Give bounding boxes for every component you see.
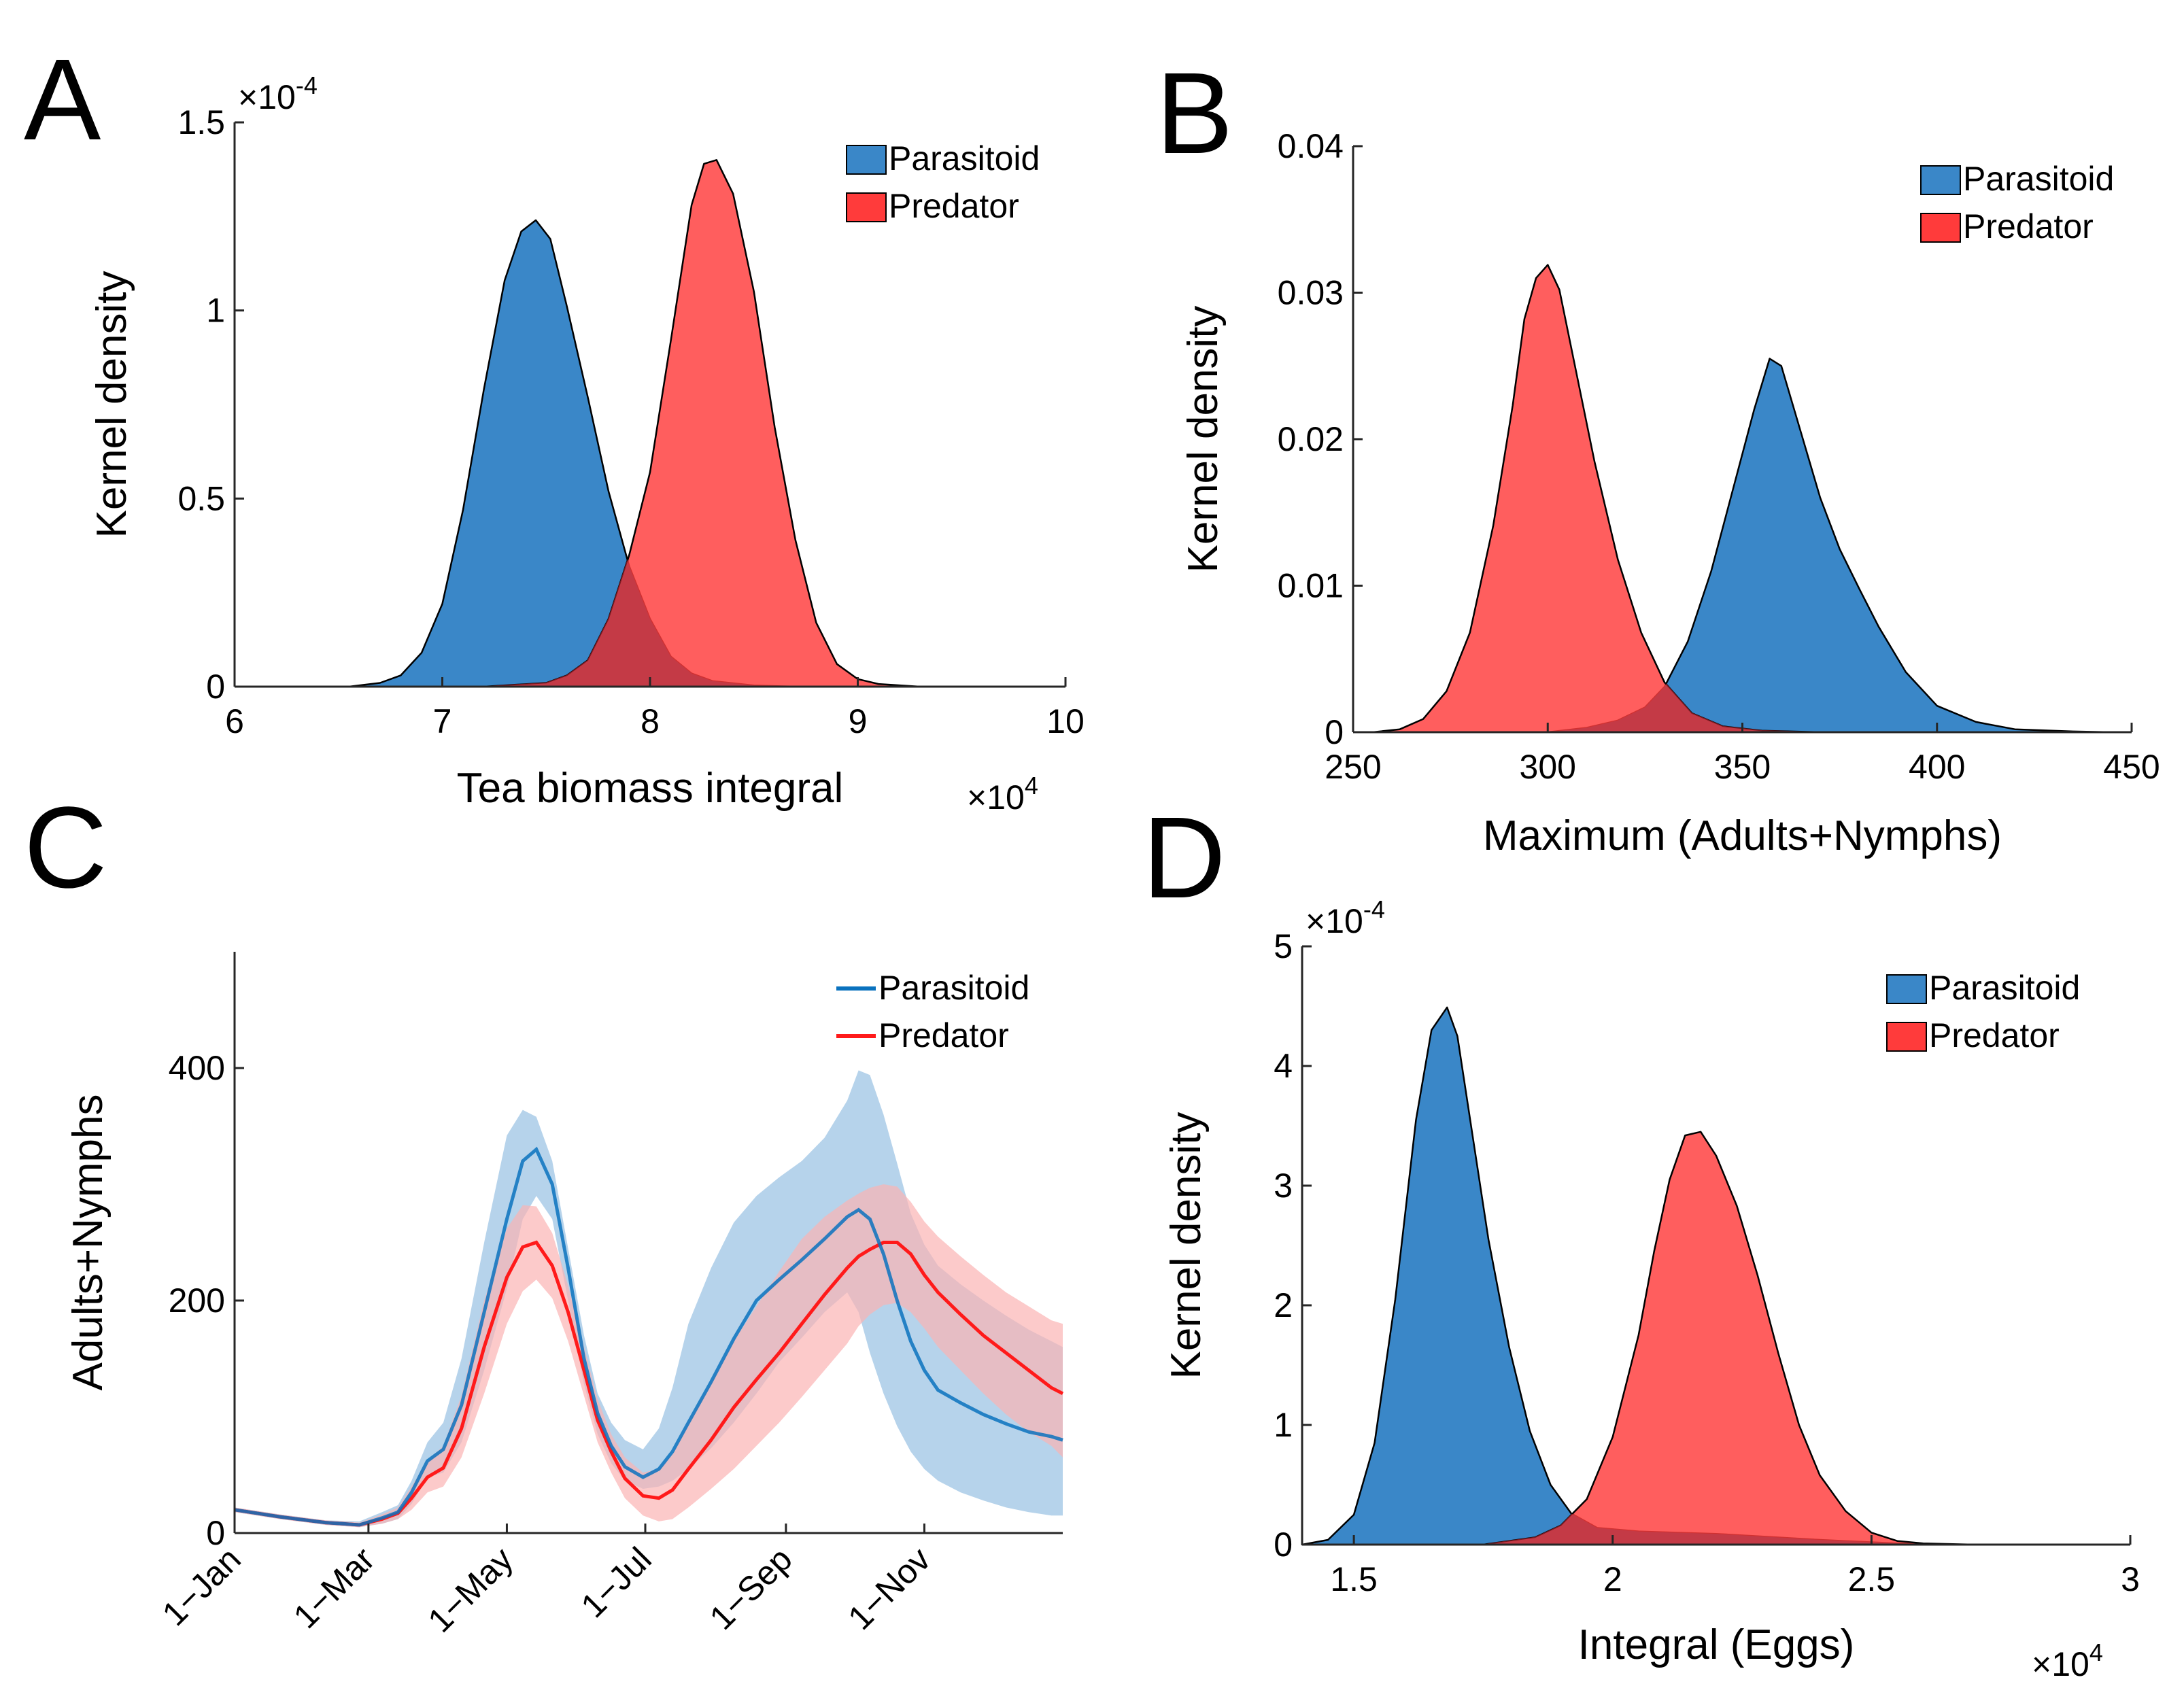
y-tick-label: 2	[1274, 1286, 1293, 1324]
density-area-predator	[1482, 1131, 1976, 1546]
panel-a-chart: 6 7 8 9 10 0 0.5 1 1.5 Tea biomass integral Kernel…	[88, 71, 1085, 816]
y-tick-label: 0	[1274, 1526, 1293, 1564]
y-tick-label: 5	[1274, 927, 1293, 965]
x-tick-label: 450	[2103, 748, 2160, 786]
ci-band-parasitoid	[235, 1070, 1063, 1528]
legend-label-predator: Predator	[889, 187, 1019, 225]
mean-line-parasitoid	[234, 1146, 1063, 1527]
x-exponent-label: ×104	[2032, 1638, 2103, 1683]
panel-letter-c: C	[24, 783, 107, 912]
y-tick-label: 4	[1274, 1047, 1293, 1085]
x-tick-label: 1−Nov	[840, 1540, 938, 1637]
panel-b-chart: 250 300 350 400 450 0 0.01 0.02 0.03 0.04 Maximum …	[1180, 127, 2160, 859]
x-tick-label: 2.5	[1848, 1560, 1896, 1598]
y-tick-label: 1	[1274, 1406, 1293, 1444]
legend-swatch-parasitoid	[846, 145, 887, 175]
y-exponent-label: ×10-4	[238, 71, 318, 116]
legend-swatch-parasitoid	[1920, 165, 1961, 195]
panel-letter-b: B	[1156, 49, 1233, 178]
legend-label-predator: Predator	[878, 1016, 1009, 1054]
x-tick-label: 400	[1909, 748, 1965, 786]
x-axis-label: Maximum (Adults+Nymphs)	[1483, 812, 2002, 859]
y-tick-label: 0.03	[1278, 274, 1344, 312]
x-tick-label: 10	[1046, 702, 1085, 740]
y-tick-label: 1	[206, 292, 225, 330]
legend-label-predator: Predator	[1963, 207, 2094, 245]
x-tick-label: 7	[433, 702, 452, 740]
legend-label-parasitoid: Parasitoid	[878, 969, 1029, 1007]
x-tick-label: 1−Mar	[286, 1540, 382, 1636]
x-axis-label: Tea biomass integral	[457, 765, 844, 812]
legend-label-parasitoid: Parasitoid	[1963, 160, 2114, 198]
panel-letter-d: D	[1142, 793, 1226, 923]
mean-line-predator	[234, 1240, 1064, 1527]
ci-band-predator	[235, 1184, 1063, 1528]
y-axis-label: Adults+Nymphs	[65, 1095, 112, 1391]
y-tick-label: 0.01	[1278, 567, 1344, 605]
legend-label-parasitoid: Parasitoid	[1929, 969, 2080, 1007]
y-tick-label: 3	[1274, 1167, 1293, 1205]
x-tick-label: 1.5	[1330, 1560, 1378, 1598]
x-tick-label: 300	[1520, 748, 1576, 786]
y-tick-label: 0.5	[177, 479, 225, 517]
y-tick-label: 1.5	[177, 103, 225, 141]
x-tick-label: 2	[1603, 1560, 1622, 1598]
legend-swatch-predator	[1886, 1022, 1927, 1052]
y-axis-label: Kernel density	[88, 271, 135, 538]
x-tick-label: 6	[225, 702, 244, 740]
x-tick-label: 1−Jan	[155, 1540, 248, 1633]
x-tick-label: 3	[2121, 1560, 2140, 1598]
x-axis-label: Integral (Eggs)	[1578, 1621, 1855, 1668]
legend-swatch-predator	[846, 192, 887, 222]
panel-c-chart: 1−Jan 1−Mar 1−May 1−Jul 1−Sep 1−Nov 0 200 400 Adu…	[65, 952, 1064, 1640]
y-tick-label: 0	[206, 1514, 225, 1552]
x-tick-label: 350	[1714, 748, 1771, 786]
y-tick-label: 0	[206, 668, 225, 706]
x-tick-label: 1−Sep	[702, 1540, 800, 1637]
x-tick-label: 9	[849, 702, 868, 740]
x-exponent-label: ×104	[967, 772, 1038, 816]
y-tick-label: 0.04	[1278, 127, 1344, 165]
x-tick-label: 1−May	[421, 1540, 521, 1640]
legend-label-parasitoid: Parasitoid	[889, 139, 1040, 177]
x-tick-label: 1−Jul	[574, 1540, 659, 1625]
y-tick-label: 0	[1325, 713, 1344, 751]
y-exponent-label: ×10-4	[1306, 895, 1385, 940]
y-tick-label: 400	[169, 1049, 225, 1087]
legend-swatch-parasitoid	[1886, 974, 1927, 1004]
legend-label-predator: Predator	[1929, 1016, 2060, 1054]
x-tick-label: 8	[641, 702, 660, 740]
panel-letter-a: A	[24, 35, 101, 165]
y-tick-label: 200	[169, 1281, 225, 1320]
panel-d-chart: 1.5 2 2.5 3 0 1 2 3 4 5 Integral (Eggs) Kernel dens…	[1163, 895, 2140, 1683]
y-axis-label: Kernel density	[1163, 1112, 1210, 1379]
y-tick-label: 0.02	[1278, 420, 1344, 458]
x-tick-label: 250	[1325, 748, 1381, 786]
y-axis-label: Kernel density	[1180, 306, 1227, 573]
legend-swatch-predator	[1920, 213, 1961, 243]
